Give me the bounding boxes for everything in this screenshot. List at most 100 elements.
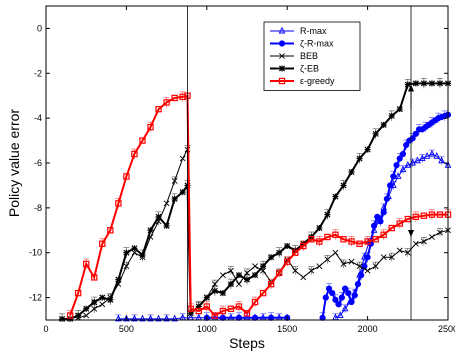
data-point <box>396 220 403 227</box>
data-point <box>203 294 210 301</box>
legend-label: BEB <box>300 51 318 61</box>
data-point <box>356 263 363 270</box>
data-point <box>99 294 106 301</box>
data-point <box>322 294 329 301</box>
data-point <box>235 303 243 310</box>
data-point <box>163 200 170 207</box>
data-point <box>348 168 355 175</box>
data-point <box>348 238 355 245</box>
data-point <box>332 249 339 256</box>
data-point <box>243 276 251 283</box>
data-point <box>335 301 342 308</box>
data-point <box>179 189 186 196</box>
data-point <box>428 149 436 157</box>
data-point <box>139 137 146 144</box>
data-point <box>396 247 403 254</box>
data-point <box>107 227 114 234</box>
data-point <box>380 231 387 238</box>
data-point <box>308 267 315 274</box>
data-point <box>388 224 395 232</box>
legend-marker <box>278 40 286 47</box>
data-point <box>236 281 242 288</box>
annotation-arrowhead <box>408 84 415 92</box>
data-point <box>275 269 283 277</box>
data-point <box>364 254 371 261</box>
data-point <box>123 263 130 270</box>
data-point <box>82 260 90 268</box>
data-point <box>380 209 387 216</box>
data-point <box>252 272 259 279</box>
data-point <box>429 234 435 240</box>
data-point <box>364 238 371 245</box>
y-tick-label: -12 <box>29 293 42 303</box>
data-point <box>219 272 226 279</box>
y-tick-label: -6 <box>34 158 42 168</box>
data-point <box>412 213 420 221</box>
y-tick-label: -4 <box>34 113 42 123</box>
data-point <box>316 238 323 245</box>
data-point <box>428 211 436 218</box>
x-axis-label: Steps <box>229 335 265 351</box>
data-point <box>396 106 403 113</box>
series-layer <box>59 78 452 322</box>
data-point <box>179 155 186 162</box>
data-point <box>372 236 379 243</box>
legend-marker <box>278 77 286 85</box>
data-point <box>227 281 234 288</box>
data-point <box>336 311 344 318</box>
legend-marker <box>278 26 286 34</box>
data-point <box>91 274 98 281</box>
data-point <box>83 312 90 319</box>
x-tick-label: 1000 <box>197 324 217 334</box>
data-point <box>308 236 315 243</box>
data-point <box>259 289 267 297</box>
data-point <box>387 182 394 189</box>
data-point <box>123 173 130 180</box>
data-point <box>399 150 407 158</box>
data-point <box>155 105 162 113</box>
data-point <box>341 304 349 312</box>
data-point <box>139 314 146 322</box>
data-point <box>377 218 384 225</box>
data-point <box>131 245 138 252</box>
data-point <box>187 305 194 312</box>
data-point <box>284 258 291 265</box>
data-point <box>123 314 130 322</box>
data-point <box>211 287 218 294</box>
data-point <box>131 150 138 158</box>
data-point <box>332 296 339 303</box>
data-point <box>438 156 445 164</box>
data-point <box>340 182 347 189</box>
data-point <box>364 146 371 153</box>
data-point <box>394 172 402 179</box>
data-point <box>383 195 390 202</box>
data-point <box>139 251 146 258</box>
data-point <box>147 314 154 322</box>
data-point <box>324 256 331 263</box>
data-point <box>203 303 210 310</box>
data-point <box>195 307 202 315</box>
data-point <box>351 292 358 299</box>
data-point <box>91 299 98 306</box>
data-point <box>316 263 323 270</box>
data-point <box>300 274 307 281</box>
data-point <box>284 242 291 250</box>
y-tick-label: 0 <box>37 23 42 33</box>
data-point <box>404 81 411 88</box>
data-point <box>171 178 178 184</box>
data-point <box>412 130 419 137</box>
data-point <box>354 281 362 288</box>
data-point <box>358 272 365 279</box>
data-point <box>436 80 443 87</box>
legend-label: ε-greedy <box>300 76 335 86</box>
data-point <box>268 254 275 261</box>
legend-marker <box>279 53 285 59</box>
y-tick-label: -8 <box>34 203 42 213</box>
data-point <box>396 155 403 162</box>
data-point <box>404 161 412 168</box>
data-point <box>219 307 227 315</box>
data-point <box>147 227 154 234</box>
data-point <box>374 213 381 220</box>
